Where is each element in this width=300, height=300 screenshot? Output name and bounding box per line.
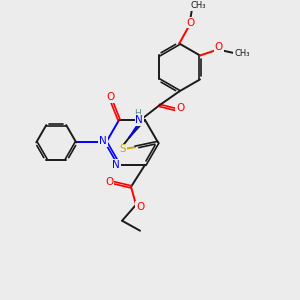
Text: CH₃: CH₃ (234, 49, 250, 58)
Text: O: O (136, 202, 144, 212)
Text: O: O (176, 103, 184, 113)
Text: O: O (105, 177, 113, 187)
Text: O: O (186, 18, 194, 28)
Text: N: N (99, 136, 107, 146)
Text: CH₃: CH₃ (190, 1, 206, 10)
Text: H: H (134, 109, 141, 118)
Text: N: N (136, 115, 143, 125)
Text: S: S (120, 144, 126, 154)
Text: O: O (106, 92, 114, 102)
Text: O: O (215, 41, 223, 52)
Text: N: N (112, 160, 120, 170)
